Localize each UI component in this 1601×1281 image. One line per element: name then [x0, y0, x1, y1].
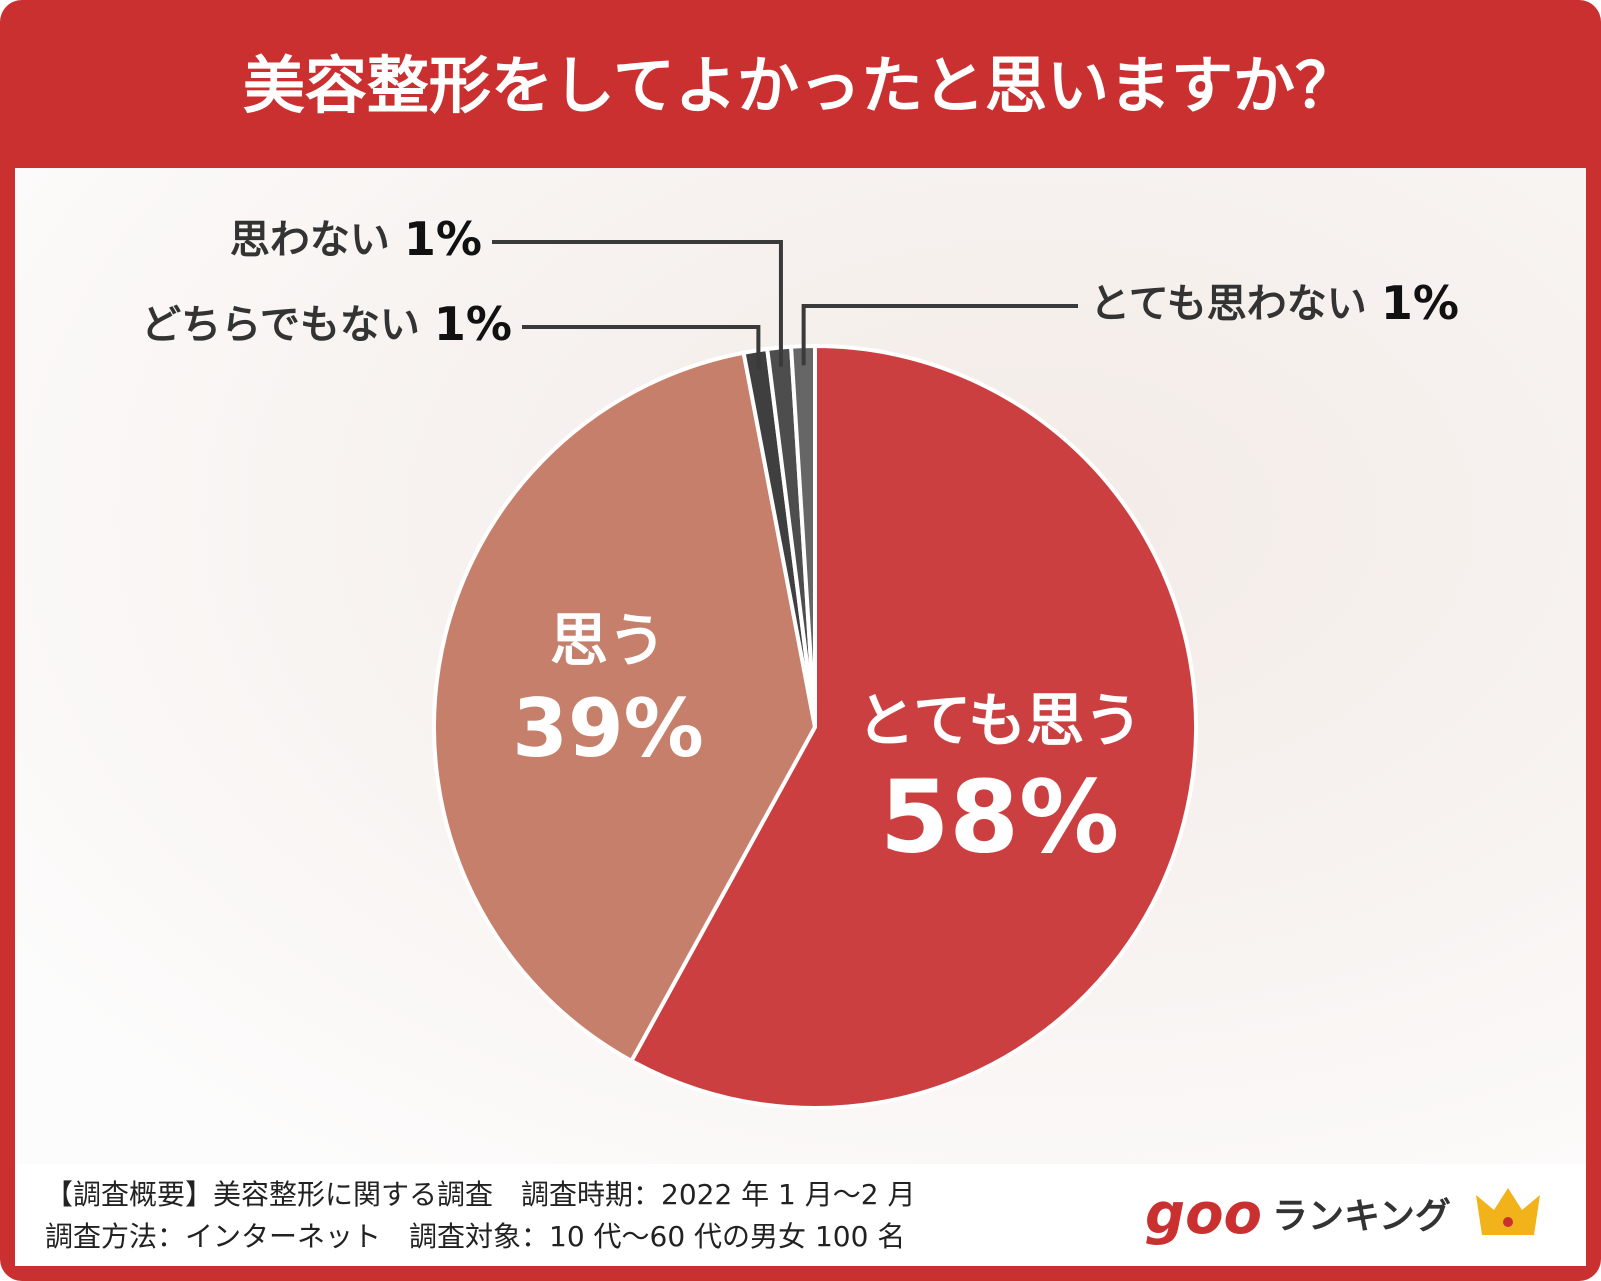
slice-value: 1% — [404, 212, 482, 266]
callout-line — [522, 325, 761, 370]
slice-name: 思わない — [230, 217, 390, 263]
slice-value: 58% — [880, 759, 1119, 876]
slice-name: どちらでもない — [141, 302, 420, 348]
crown-icon — [1476, 1188, 1540, 1235]
callout-line — [492, 240, 783, 367]
footer-text: 調査方法：インターネット 調査対象：10 代〜60 代の男女 100 名 — [45, 1220, 905, 1253]
slice-value: 1% — [434, 297, 512, 351]
pie-slice — [628, 343, 1199, 1110]
slice-name: とても思う — [857, 686, 1142, 754]
slice-value: 39% — [512, 682, 703, 775]
slice-label: どちらでもない 1% — [141, 297, 512, 351]
footer-text: 【調査概要】美容整形に関する調査 調査時期：2022 年 1 月〜2 月 — [45, 1178, 916, 1211]
slice-label: とても思わない 1% — [1090, 276, 1459, 330]
pie-slice — [432, 350, 818, 1064]
slice-name: とても思わない — [1090, 281, 1367, 327]
slice-value: 1% — [1381, 276, 1459, 330]
callout-line — [801, 304, 1078, 366]
footer-panel — [15, 1164, 1586, 1266]
slice-name: 思う — [550, 606, 666, 674]
crown-jewel — [1503, 1217, 1513, 1227]
logo-brand: goo — [1145, 1182, 1262, 1247]
chart-title: 美容整形をしてよかったと思いますか？ — [243, 49, 1357, 122]
slice-label: 思わない 1% — [230, 212, 482, 266]
logo-text: ランキング — [1272, 1196, 1451, 1237]
